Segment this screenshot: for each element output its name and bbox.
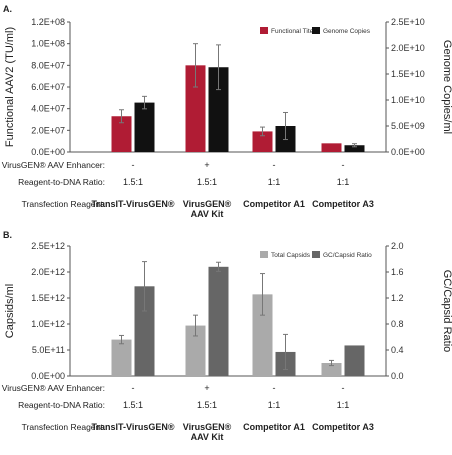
panel-b-left-tick-label: 0.0E+00 bbox=[31, 371, 65, 381]
panel-b-legend-label: Total Capsids bbox=[271, 252, 311, 259]
panel-a-bar-series1 bbox=[252, 131, 273, 152]
panel-a-reagent-label: Competitor A1 bbox=[243, 199, 305, 209]
panel-b-reagent-label: AAV Kit bbox=[191, 432, 224, 442]
panel-b-bar-series2 bbox=[344, 345, 365, 376]
panel-b-right-tick-label: 2.0 bbox=[391, 241, 404, 251]
panel-a-enhancer-value: - bbox=[342, 160, 345, 170]
panel-b-bar-series1 bbox=[185, 325, 206, 376]
panel-a-left-tick-label: 1.2E+08 bbox=[31, 17, 65, 27]
panel-a-label: A. bbox=[3, 4, 12, 14]
panel-b-left-tick-label: 1.0E+12 bbox=[31, 319, 65, 329]
panel-b-reagent-label: TransIT-VirusGEN® bbox=[92, 422, 175, 432]
panel-b-left-tick-label: 5.0E+11 bbox=[32, 345, 65, 355]
panel-a-y2-axis-title: Genome Copies/ml bbox=[441, 40, 452, 134]
panel-a-right-tick-label: 0.0E+00 bbox=[391, 147, 425, 157]
panel-a-reagent-label: TransIT-VirusGEN® bbox=[92, 199, 175, 209]
panel-a-bar-series2 bbox=[344, 145, 365, 152]
panel-a-ratio-value: 1:1 bbox=[268, 177, 281, 187]
panel-a-left-tick-label: 8.0E+07 bbox=[31, 60, 65, 70]
panel-a-row-label: VirusGEN® AAV Enhancer: bbox=[2, 160, 105, 170]
panel-a-legend-label: Genome Copies bbox=[323, 28, 371, 35]
panel-a-bar-series1 bbox=[185, 65, 206, 152]
panel-a-y-axis-title: Functional AAV2 (TU/ml) bbox=[4, 27, 16, 147]
panel-a-right-tick-label: 5.0E+09 bbox=[391, 121, 425, 131]
panel-a-reagent-label: AAV Kit bbox=[191, 209, 224, 219]
panel-a-left-tick-label: 2.0E+07 bbox=[31, 125, 65, 135]
panel-a-ratio-value: 1:1 bbox=[337, 177, 350, 187]
panel-b-row-label: Reagent-to-DNA Ratio: bbox=[18, 400, 105, 410]
panel-b-right-tick-label: 0.0 bbox=[391, 371, 404, 381]
panel-b-enhancer-value: - bbox=[342, 383, 345, 393]
panel-b-bar-series1 bbox=[111, 339, 132, 376]
panel-a-enhancer-value: - bbox=[132, 160, 135, 170]
panel-b-ratio-value: 1.5:1 bbox=[197, 400, 217, 410]
panel-b-row-label: VirusGEN® AAV Enhancer: bbox=[2, 383, 105, 393]
panel-b-y-axis-title: Capsids/ml bbox=[4, 284, 16, 338]
panel-b-right-tick-label: 1.2 bbox=[391, 293, 404, 303]
panel-b-right-tick-label: 0.4 bbox=[391, 345, 404, 355]
panel-b-reagent-label: Competitor A1 bbox=[243, 422, 305, 432]
panel-a-left-tick-label: 1.0E+08 bbox=[31, 39, 65, 49]
panel-b-left-tick-label: 1.5E+12 bbox=[31, 293, 65, 303]
panel-a-enhancer-value: + bbox=[204, 160, 209, 170]
panel-b-left-tick-label: 2.0E+12 bbox=[31, 267, 65, 277]
panel-b-bar-series2 bbox=[208, 266, 229, 376]
panel-b-label: B. bbox=[3, 230, 12, 240]
panel-a-reagent-label: Competitor A3 bbox=[312, 199, 374, 209]
panel-a-legend-label: Functional Titer bbox=[271, 28, 316, 35]
panel-b-reagent-label: VirusGEN® bbox=[183, 422, 232, 432]
panel-b-enhancer-value: + bbox=[204, 383, 209, 393]
panel-b-bar-series2 bbox=[134, 286, 155, 376]
panel-a-right-tick-label: 2.5E+10 bbox=[391, 17, 425, 27]
panel-a-bar-series1 bbox=[111, 116, 132, 152]
panel-a-left-tick-label: 0.0E+00 bbox=[31, 147, 65, 157]
panel-a-left-tick-label: 4.0E+07 bbox=[31, 104, 65, 114]
panel-b-reagent-label: Competitor A3 bbox=[312, 422, 374, 432]
panel-a-enhancer-value: - bbox=[273, 160, 276, 170]
panel-b-row-label: Transfection Reagent: bbox=[22, 422, 105, 432]
panel-a-right-tick-label: 1.5E+10 bbox=[391, 69, 425, 79]
panel-b-legend-label: GC/Capsid Ratio bbox=[323, 252, 372, 259]
panel-b-ratio-value: 1.5:1 bbox=[123, 400, 143, 410]
panel-a-reagent-label: VirusGEN® bbox=[183, 199, 232, 209]
panel-a-right-tick-label: 1.0E+10 bbox=[391, 95, 425, 105]
panel-a-bar-series1 bbox=[321, 143, 342, 152]
panel-a-left-tick-label: 6.0E+07 bbox=[31, 82, 65, 92]
panel-b-ratio-value: 1:1 bbox=[337, 400, 350, 410]
panel-a-row-label: Transfection Reagent: bbox=[22, 199, 105, 209]
panel-b-right-tick-label: 1.6 bbox=[391, 267, 404, 277]
panel-a-ratio-value: 1.5:1 bbox=[123, 177, 143, 187]
panel-b-legend-swatch bbox=[312, 251, 320, 258]
panel-b-right-tick-label: 0.8 bbox=[391, 319, 404, 329]
panel-a-legend-swatch bbox=[312, 27, 320, 34]
panel-a-legend-swatch bbox=[260, 27, 268, 34]
panel-a-right-tick-label: 2.0E+10 bbox=[391, 43, 425, 53]
panel-a-row-label: Reagent-to-DNA Ratio: bbox=[18, 177, 105, 187]
panel-b-enhancer-value: - bbox=[132, 383, 135, 393]
panel-a-ratio-value: 1.5:1 bbox=[197, 177, 217, 187]
panel-b-y2-axis-title: GC/Capsid Ratio bbox=[441, 270, 452, 353]
panel-b-legend-swatch bbox=[260, 251, 268, 258]
panel-b-bar-series1 bbox=[321, 363, 342, 376]
panel-b-bar-series1 bbox=[252, 294, 273, 376]
panel-a-bar-series2 bbox=[208, 67, 229, 152]
panel-b-enhancer-value: - bbox=[273, 383, 276, 393]
panel-b-left-tick-label: 2.5E+12 bbox=[31, 241, 65, 251]
panel-a-bar-series2 bbox=[134, 102, 155, 152]
panel-b-ratio-value: 1:1 bbox=[268, 400, 281, 410]
